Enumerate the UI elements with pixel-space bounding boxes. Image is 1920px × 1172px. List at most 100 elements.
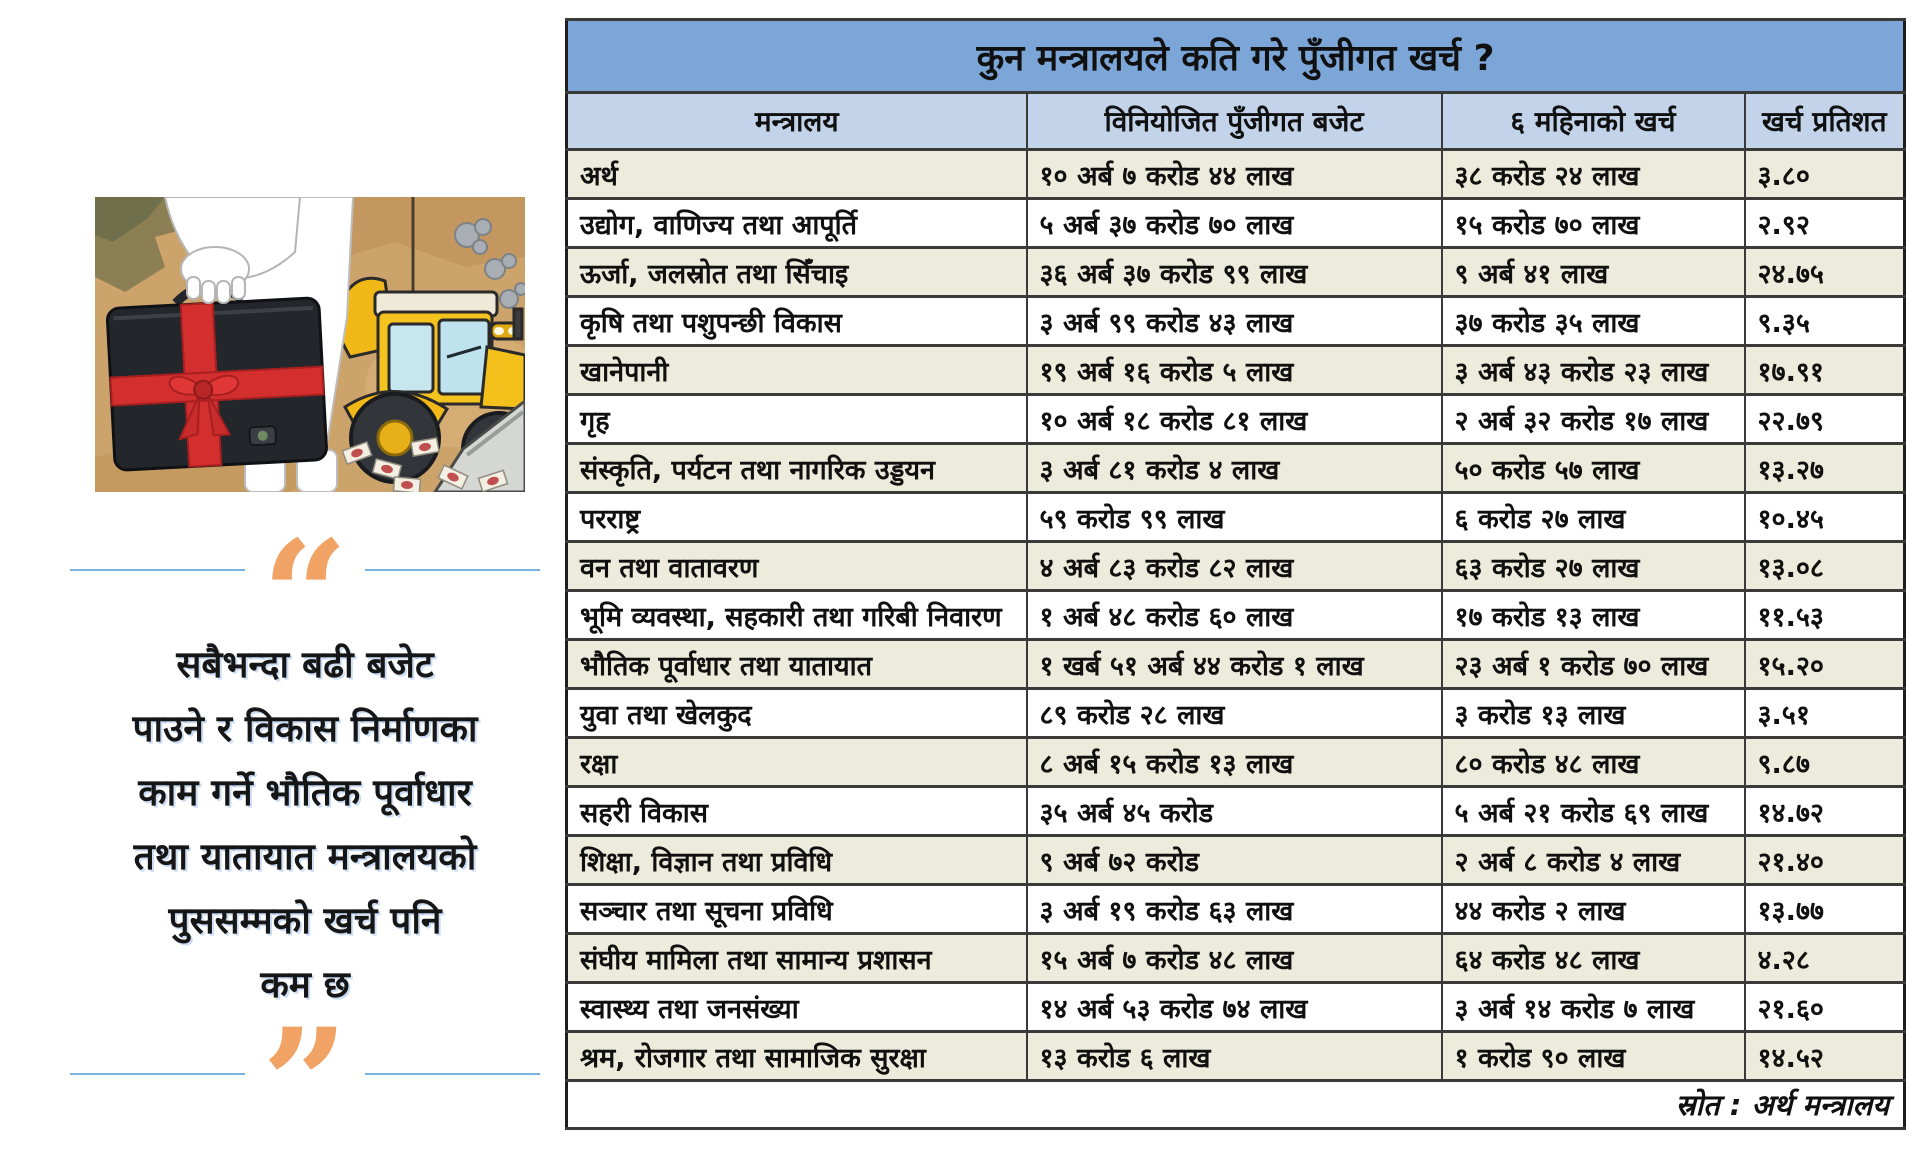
column-header-expense-percent: खर्च प्रतिशत [1743, 91, 1906, 151]
ministry-cell: वन तथा वातावरण [565, 540, 1028, 592]
percent-cell: १४.५२ [1743, 1030, 1906, 1082]
percent-cell: १४.७२ [1743, 785, 1906, 837]
open-quote-icon: “ [245, 521, 365, 671]
ministry-cell: भूमि व्यवस्था, सहकारी तथा गरिबी निवारण [565, 589, 1028, 641]
quote-text: सबैभन्दा बढी बजेट पाउने र विकास निर्माणक… [70, 633, 540, 1017]
percent-cell: ११.५३ [1743, 589, 1906, 641]
percent-cell: १५.२० [1743, 638, 1906, 690]
table-title-row: कुन मन्त्रालयले कति गरे पुँजीगत खर्च ? [565, 18, 1906, 94]
quote-rule-right [365, 1073, 540, 1075]
ministry-cell: गृह [565, 393, 1028, 445]
budget-cell: १० अर्ब १८ करोड ८१ लाख [1025, 393, 1443, 445]
expense-cell: २ अर्ब ३२ करोड १७ लाख [1440, 393, 1746, 445]
budget-cell: १ खर्ब ५१ अर्ब ४४ करोड १ लाख [1025, 638, 1443, 690]
ministry-cell: भौतिक पूर्वाधार तथा यातायात [565, 638, 1028, 690]
table-body: अर्थ १० अर्ब ७ करोड ४४ लाख ३८ करोड २४ लाख ३… [565, 148, 1906, 1082]
budget-cell: ५ अर्ब ३७ करोड ७० लाख [1025, 197, 1443, 249]
quote-rule-left [70, 1073, 245, 1075]
open-quote-glyph: “ [261, 508, 349, 684]
capital-expenditure-table: कुन मन्त्रालयले कति गरे पुँजीगत खर्च ? म… [565, 18, 1907, 1130]
expense-cell: १५ करोड ७० लाख [1440, 197, 1746, 249]
quote-line: तथा यातायात मन्त्रालयको [133, 835, 477, 878]
table-row: शिक्षा, विज्ञान तथा प्रविधि ९ अर्ब ७२ करो… [565, 834, 1906, 886]
budget-cell: ८९ करोड २८ लाख [1025, 687, 1443, 739]
budget-cell: १५ अर्ब ७ करोड ४८ लाख [1025, 932, 1443, 984]
budget-cell: ३५ अर्ब ४५ करोड [1025, 785, 1443, 837]
column-header-ministry: मन्त्रालय [565, 91, 1028, 151]
budget-cell: ९ अर्ब ७२ करोड [1025, 834, 1443, 886]
quote-open-row: “ [70, 521, 540, 671]
ministry-cell: उद्योग, वाणिज्य तथा आपूर्ति [565, 197, 1028, 249]
ministry-cell: शिक्षा, विज्ञान तथा प्रविधि [565, 834, 1028, 886]
expense-cell: ३ अर्ब ४३ करोड २३ लाख [1440, 344, 1746, 396]
percent-cell: २४.७५ [1743, 246, 1906, 298]
ministry-cell: ऊर्जा, जलस्रोत तथा सिँचाइ [565, 246, 1028, 298]
table-row: ऊर्जा, जलस्रोत तथा सिँचाइ ३६ अर्ब ३७ करोड… [565, 246, 1906, 298]
pull-quote: “ सबैभन्दा बढी बजेट पाउने र विकास निर्मा… [70, 521, 540, 1159]
budget-cell: १४ अर्ब ५३ करोड ७४ लाख [1025, 981, 1443, 1033]
budget-cell: ३ अर्ब ८१ करोड ४ लाख [1025, 442, 1443, 494]
ministry-cell: खानेपानी [565, 344, 1028, 396]
table-row: खानेपानी १९ अर्ब १६ करोड ५ लाख ३ अर्ब ४३ क… [565, 344, 1906, 396]
expense-cell: ५० करोड ५७ लाख [1440, 442, 1746, 494]
ministry-cell: कृषि तथा पशुपन्छी विकास [565, 295, 1028, 347]
percent-cell: ३.५१ [1743, 687, 1906, 739]
table-row: रक्षा ८ अर्ब १५ करोड १३ लाख ८० करोड ४८ लाख… [565, 736, 1906, 788]
budget-briefcase-excavator-illustration [65, 196, 545, 507]
table-row: भौतिक पूर्वाधार तथा यातायात १ खर्ब ५१ अर्… [565, 638, 1906, 690]
percent-cell: १३.७७ [1743, 883, 1906, 935]
table-row: वन तथा वातावरण ४ अर्ब ८३ करोड ८२ लाख ६३ कर… [565, 540, 1906, 592]
table-row: अर्थ १० अर्ब ७ करोड ४४ लाख ३८ करोड २४ लाख ३… [565, 148, 1906, 200]
expense-cell: ३ करोड १३ लाख [1440, 687, 1746, 739]
table-row: श्रम, रोजगार तथा सामाजिक सुरक्षा १३ करोड … [565, 1030, 1906, 1082]
budget-cell: ३६ अर्ब ३७ करोड ९९ लाख [1025, 246, 1443, 298]
budget-cell: १३ करोड ६ लाख [1025, 1030, 1443, 1082]
budget-cell: ३ अर्ब १९ करोड ६३ लाख [1025, 883, 1443, 935]
budget-cell: ५९ करोड ९९ लाख [1025, 491, 1443, 543]
expense-cell: ९ अर्ब ४१ लाख [1440, 246, 1746, 298]
ministry-cell: संस्कृति, पर्यटन तथा नागरिक उड्डयन [565, 442, 1028, 494]
close-quote-icon: ” [245, 1009, 365, 1159]
expense-cell: ३७ करोड ३५ लाख [1440, 295, 1746, 347]
percent-cell: २१.४० [1743, 834, 1906, 886]
percent-cell: ४.२८ [1743, 932, 1906, 984]
quote-line: कम छ [260, 963, 350, 1006]
table-row: कृषि तथा पशुपन्छी विकास ३ अर्ब ९९ करोड ४३… [565, 295, 1906, 347]
expense-cell: ६४ करोड ४८ लाख [1440, 932, 1746, 984]
percent-cell: १३.०८ [1743, 540, 1906, 592]
percent-cell: २१.६० [1743, 981, 1906, 1033]
illustration-svg [65, 196, 545, 507]
expense-cell: ६ करोड २७ लाख [1440, 491, 1746, 543]
expense-cell: ८० करोड ४८ लाख [1440, 736, 1746, 788]
percent-cell: १७.९१ [1743, 344, 1906, 396]
table-row: गृह १० अर्ब १८ करोड ८१ लाख २ अर्ब ३२ करोड … [565, 393, 1906, 445]
budget-cell: ८ अर्ब १५ करोड १३ लाख [1025, 736, 1443, 788]
expense-cell: ६३ करोड २७ लाख [1440, 540, 1746, 592]
quote-line: काम गर्ने भौतिक पूर्वाधार [138, 771, 472, 814]
ministry-cell: संघीय मामिला तथा सामान्य प्रशासन [565, 932, 1028, 984]
ministry-cell: सहरी विकास [565, 785, 1028, 837]
newspaper-infographic: { "colors":{ "title_bar":"#7ca6d8","head… [65, 18, 1907, 1159]
ministry-cell: युवा तथा खेलकुद [565, 687, 1028, 739]
percent-cell: ९.८७ [1743, 736, 1906, 788]
source-note: स्रोत : अर्थ मन्त्रालय [565, 1079, 1906, 1130]
percent-cell: २.९२ [1743, 197, 1906, 249]
percent-cell: १०.४५ [1743, 491, 1906, 543]
quote-line: पाउने र विकास निर्माणका [132, 707, 478, 750]
ministry-cell: स्वास्थ्य तथा जनसंख्या [565, 981, 1028, 1033]
table-header-row: मन्त्रालय विनियोजित पुँजीगत बजेट ६ महिना… [565, 91, 1906, 151]
table-row: उद्योग, वाणिज्य तथा आपूर्ति ५ अर्ब ३७ करो… [565, 197, 1906, 249]
expense-cell: ३ अर्ब १४ करोड ७ लाख [1440, 981, 1746, 1033]
expense-cell: २३ अर्ब १ करोड ७० लाख [1440, 638, 1746, 690]
budget-cell: १ अर्ब ४८ करोड ६० लाख [1025, 589, 1443, 641]
table-row: संस्कृति, पर्यटन तथा नागरिक उड्डयन ३ अर्ब… [565, 442, 1906, 494]
ministry-cell: अर्थ [565, 148, 1028, 200]
quote-line: सबैभन्दा बढी बजेट [176, 643, 434, 686]
table-row: युवा तथा खेलकुद ८९ करोड २८ लाख ३ करोड १३ ल… [565, 687, 1906, 739]
percent-cell: ९.३५ [1743, 295, 1906, 347]
table-row: परराष्ट्र ५९ करोड ९९ लाख ६ करोड २७ लाख १०.४… [565, 491, 1906, 543]
quote-rule-right [365, 569, 540, 571]
budget-cell: १९ अर्ब १६ करोड ५ लाख [1025, 344, 1443, 396]
expense-cell: ५ अर्ब २१ करोड ६९ लाख [1440, 785, 1746, 837]
percent-cell: १३.२७ [1743, 442, 1906, 494]
